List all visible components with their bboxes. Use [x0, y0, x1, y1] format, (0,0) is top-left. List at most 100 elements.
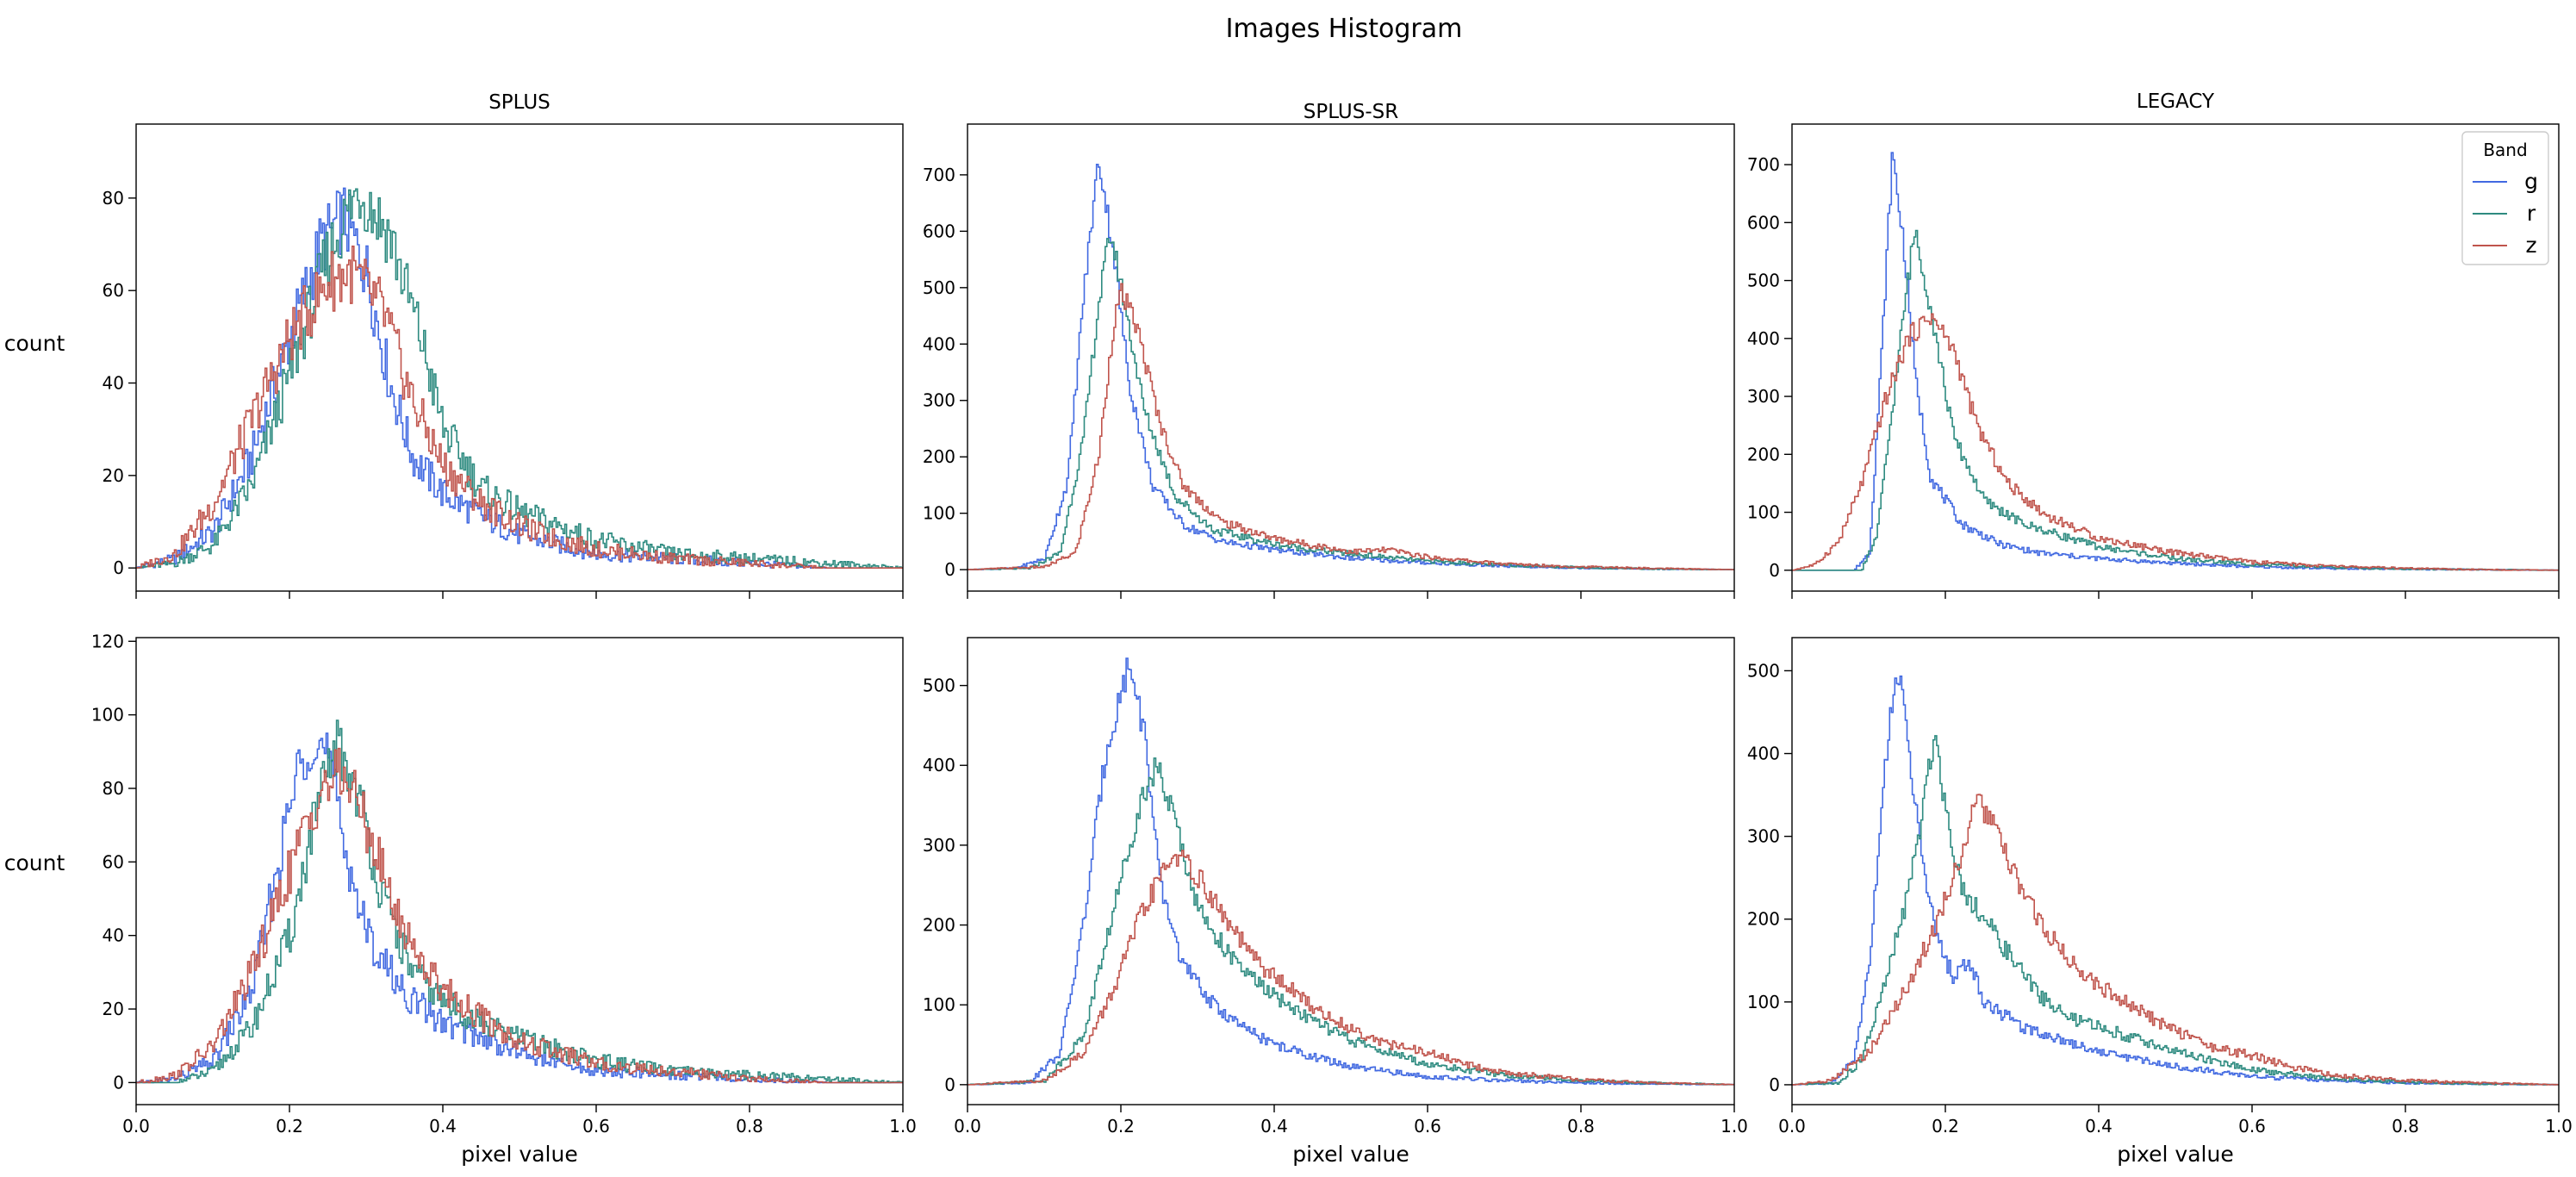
- ytick-label: 500: [1747, 271, 1780, 291]
- ytick-label: 20: [103, 999, 124, 1019]
- ytick-label: 500: [923, 277, 955, 298]
- xtick-label: 0.4: [429, 1116, 457, 1137]
- ytick-label: 200: [923, 915, 955, 936]
- ytick-label: 400: [923, 755, 955, 775]
- ytick-label: 200: [923, 446, 955, 467]
- series-g-line: [968, 657, 1734, 1086]
- ytick-label: 600: [1747, 212, 1780, 233]
- series-lines: [968, 164, 1734, 570]
- ytick-label: 0: [944, 1074, 955, 1095]
- ytick-label: 600: [923, 221, 955, 241]
- plot-background: [1792, 124, 2559, 591]
- panel-title: SPLUS: [488, 91, 551, 114]
- xtick-label: 0.0: [122, 1116, 150, 1137]
- series-r-line: [136, 188, 903, 569]
- series-z-line: [968, 283, 1734, 570]
- ytick-label: 0: [113, 557, 124, 578]
- ytick-label: 300: [923, 390, 955, 411]
- plot-background: [968, 638, 1734, 1105]
- ytick-label: 60: [103, 280, 124, 301]
- plot-background: [136, 638, 903, 1105]
- legend: Band grz: [2461, 131, 2549, 265]
- panel-1: SPLUS 0 20 40 60 80: [103, 91, 904, 599]
- plot-frame: [967, 123, 1735, 592]
- panel-6: 0 100 200 300 400 500 0.0 0.2 0.4 0.6 0.8 1.0 pixel …: [1747, 637, 2573, 1167]
- ytick-label: 200: [1747, 909, 1780, 930]
- series-z-line: [136, 246, 903, 569]
- ytick-label: 80: [103, 188, 124, 209]
- ytick-label: 0: [1769, 1074, 1780, 1095]
- ytick-label: 40: [103, 925, 124, 946]
- xtick-label: 0.0: [1778, 1116, 1806, 1137]
- xtick-label: 0.8: [2392, 1116, 2419, 1137]
- series-r-line: [136, 719, 903, 1084]
- panel-title: LEGACY: [2137, 90, 2215, 113]
- plot-frame: [135, 123, 904, 592]
- ytick-label: 100: [923, 994, 955, 1015]
- panel-2: SPLUS-SR 0 100 200 300 400 500 600 700: [923, 101, 1735, 599]
- panel-title: SPLUS-SR: [1304, 101, 1398, 123]
- xtick-label: 1.0: [2545, 1116, 2573, 1137]
- xlabel: pixel value: [1292, 1142, 1409, 1167]
- ytick-label: 80: [103, 778, 124, 799]
- plot-frame: [1791, 637, 2560, 1105]
- legend-title: Band: [2483, 140, 2527, 160]
- xtick-label: 0.6: [2238, 1116, 2266, 1137]
- ytick-label: 200: [1747, 444, 1780, 464]
- ytick-label: 500: [923, 676, 955, 696]
- xtick-label: 1.0: [889, 1116, 917, 1137]
- plot-background: [1792, 638, 2559, 1105]
- ytick-label: 100: [91, 705, 124, 726]
- xlabel: pixel value: [2117, 1142, 2233, 1167]
- ytick-label: 100: [923, 503, 955, 524]
- ytick-label: 0: [944, 559, 955, 580]
- plot-frame: [967, 637, 1735, 1105]
- ylabel-bottom: count: [4, 850, 65, 875]
- xtick-label: 0.4: [2085, 1116, 2112, 1137]
- series-lines: [1792, 676, 2559, 1086]
- legend-label-z: z: [2525, 233, 2536, 258]
- series-g-line: [1792, 676, 2559, 1086]
- panel-4: 0 20 40 60 80 100 120 0.0 0.2 0.4 0.6 0.8 1.0 pixel v…: [91, 631, 917, 1167]
- ytick-label: 400: [923, 333, 955, 354]
- xlabel: pixel value: [461, 1142, 577, 1167]
- ytick-label: 300: [923, 835, 955, 856]
- ytick-label: 700: [1747, 154, 1780, 175]
- xtick-label: 0.6: [1414, 1116, 1441, 1137]
- xtick-label: 0.8: [1567, 1116, 1595, 1137]
- panel-5: 0 100 200 300 400 500 0.0 0.2 0.4 0.6 0.8 1.0 pixel …: [923, 637, 1748, 1167]
- xtick-label: 0.2: [1107, 1116, 1135, 1137]
- panels-group: SPLUS020406080SPLUS-SR010020030040050060…: [91, 90, 2573, 1167]
- legend-label-g: g: [2524, 169, 2538, 194]
- ytick-label: 100: [1747, 992, 1780, 1012]
- ytick-label: 100: [1747, 502, 1780, 523]
- panel-3: LEGACY 0 100 200 300 400 500 600 700: [1747, 90, 2560, 599]
- series-z-line: [136, 747, 903, 1084]
- legend-label-r: r: [2527, 201, 2536, 226]
- ytick-label: 60: [103, 851, 124, 872]
- ytick-label: 400: [1747, 328, 1780, 349]
- ytick-label: 500: [1747, 660, 1780, 681]
- ytick-label: 0: [113, 1072, 124, 1093]
- plot-frame: [1791, 123, 2560, 592]
- series-lines: [136, 719, 903, 1084]
- ytick-label: 300: [1747, 386, 1780, 407]
- ytick-label: 0: [1769, 560, 1780, 581]
- series-lines: [136, 187, 903, 569]
- series-z-line: [1792, 794, 2559, 1086]
- xtick-label: 0.2: [1932, 1116, 1959, 1137]
- ytick-label: 20: [103, 465, 124, 486]
- ytick-label: 40: [103, 373, 124, 394]
- legend-box: [2461, 131, 2549, 265]
- xtick-label: 0.6: [582, 1116, 610, 1137]
- series-z-line: [968, 850, 1734, 1086]
- series-lines: [968, 657, 1734, 1086]
- xtick-label: 0.2: [276, 1116, 303, 1137]
- ytick-label: 700: [923, 165, 955, 185]
- xtick-label: 0.0: [954, 1116, 981, 1137]
- figure-title: Images Histogram: [1226, 14, 1463, 44]
- xtick-label: 0.8: [736, 1116, 763, 1137]
- ytick-label: 400: [1747, 744, 1780, 764]
- ytick-label: 120: [91, 631, 124, 651]
